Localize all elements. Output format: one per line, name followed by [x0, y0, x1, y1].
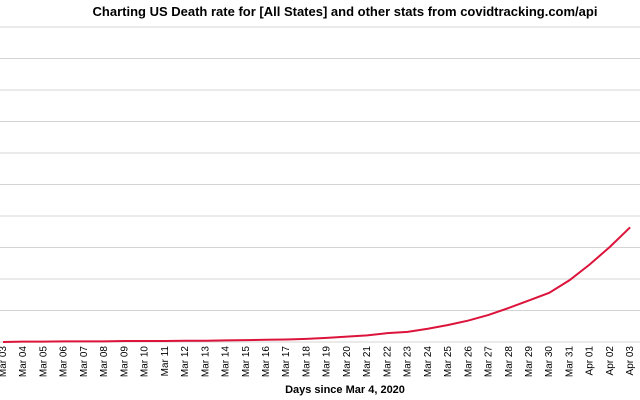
x-tick-label: Mar 19: [322, 346, 333, 378]
x-tick-label: Mar 24: [423, 346, 434, 378]
x-tick-label: Apr 02: [605, 346, 616, 376]
x-tick-label: Mar 06: [59, 346, 70, 378]
x-tick-label: Mar 08: [99, 346, 110, 378]
x-tick-label: Mar 07: [79, 346, 90, 378]
x-tick-label: Mar 21: [362, 346, 373, 378]
x-tick-label: Mar 04: [18, 346, 29, 378]
x-tick-label: Mar 25: [443, 346, 454, 378]
x-tick-label: Apr 03: [625, 346, 636, 376]
x-tick-label: Apr 01: [585, 346, 596, 376]
x-tick-label: Mar 03: [0, 346, 9, 378]
x-tick-label: Mar 16: [261, 346, 272, 378]
x-tick-label: Mar 15: [241, 346, 252, 378]
x-tick-label: Mar 20: [342, 346, 353, 378]
x-tick-label: Mar 14: [221, 346, 232, 378]
x-tick-label: Mar 18: [301, 346, 312, 378]
x-tick-label: Mar 31: [564, 346, 575, 378]
x-tick-label: Mar 23: [403, 346, 414, 378]
x-tick-label: Mar 26: [463, 346, 474, 378]
x-tick-label: Mar 13: [200, 346, 211, 378]
x-tick-label: Mar 05: [38, 346, 49, 378]
x-tick-label: Mar 27: [484, 346, 495, 378]
x-tick-label: Mar 17: [281, 346, 292, 378]
x-tick-label: Mar 09: [119, 346, 130, 378]
x-tick-label: Mar 11: [160, 346, 171, 377]
line: [2, 226, 631, 343]
chart-title: Charting US Death rate for [All States] …: [93, 4, 598, 19]
x-tick-label: Mar 12: [180, 346, 191, 378]
x-tick-label: Mar 30: [544, 346, 555, 378]
x-tick-label: Mar 10: [140, 346, 151, 378]
x-tick-label: Mar 22: [382, 346, 393, 378]
x-tick-label: Mar 29: [524, 346, 535, 378]
x-tick-label: Mar 28: [504, 346, 515, 378]
x-axis-label: Days since Mar 4, 2020: [285, 384, 405, 396]
